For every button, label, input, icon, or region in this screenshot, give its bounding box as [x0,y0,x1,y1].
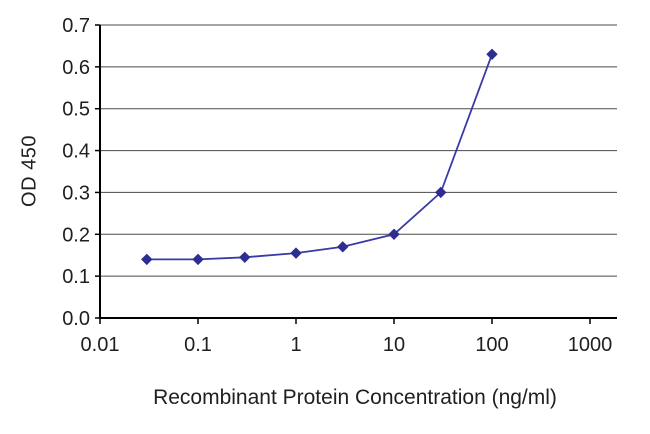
data-point-marker [239,251,251,264]
data-point-marker [290,247,302,259]
x-tick-label: 100 [475,334,508,356]
data-point-marker [141,253,153,266]
x-tick-label: 1 [290,334,301,356]
y-tick-label: 0.5 [62,99,90,121]
data-point-marker [388,228,400,240]
data-point-marker [192,253,204,266]
y-tick-label: 0.3 [62,182,90,204]
x-tick-label: 0.01 [81,334,120,356]
data-point-marker [435,186,447,199]
x-tick-label: 10 [383,334,405,356]
y-tick-label: 0.6 [62,57,90,79]
x-axis-title: Recombinant Protein Concentration (ng/ml… [153,386,557,409]
y-tick-label: 0.1 [62,266,90,288]
y-tick-label: 0.0 [62,308,90,330]
y-tick-label: 0.2 [62,224,90,246]
x-tick-label: 0.1 [184,334,212,356]
x-tick-label: 1000 [568,334,613,356]
y-axis-title: OD 450 [18,135,41,207]
data-point-marker [337,241,349,253]
series-line [146,53,493,261]
y-tick-label: 0.7 [62,15,90,37]
y-tick-label: 0.4 [62,141,90,163]
data-point-marker [486,48,498,61]
